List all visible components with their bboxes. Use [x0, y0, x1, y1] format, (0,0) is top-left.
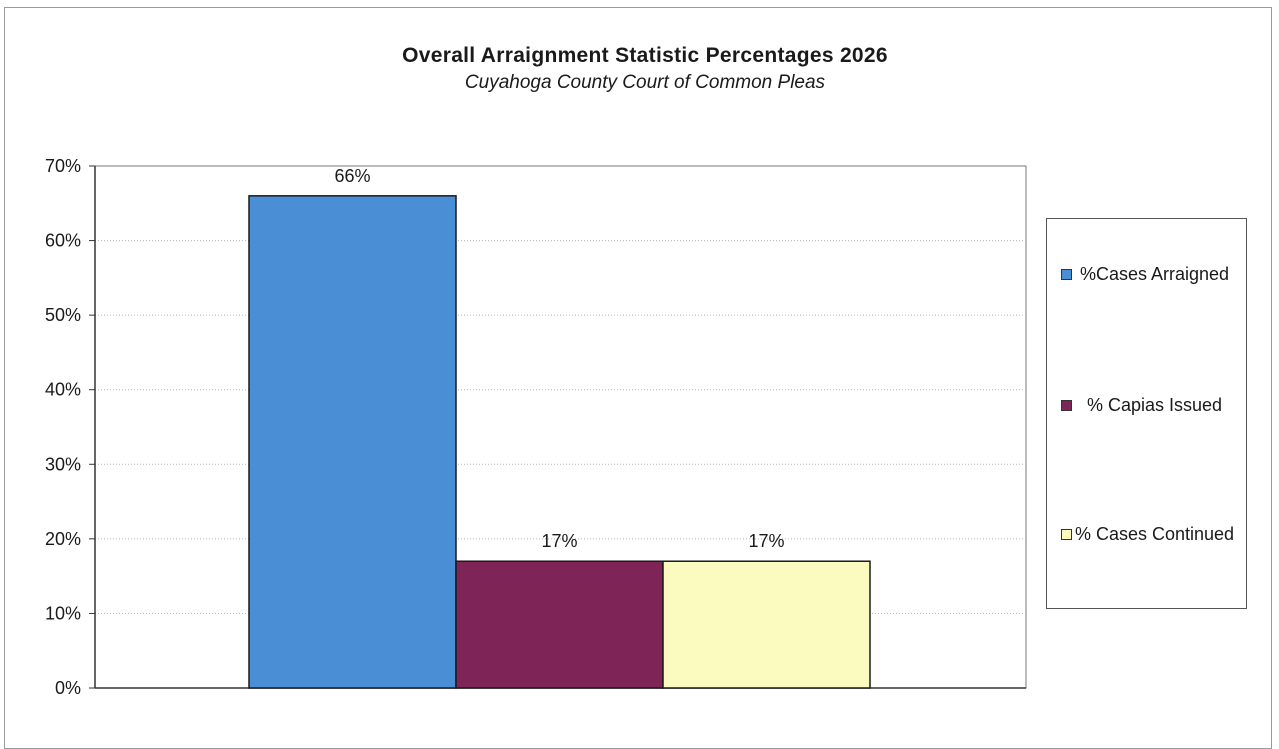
chart-title: Overall Arraignment Statistic Percentage… [402, 44, 888, 67]
legend-swatch-2 [1061, 400, 1072, 411]
legend-swatch-1 [1061, 269, 1072, 280]
bar-1 [248, 195, 457, 689]
y-tick-label: 30% [45, 454, 81, 474]
chart-legend: %Cases Arraigned % Capias Issued % Cases C… [1046, 218, 1247, 609]
chart-subtitle: Cuyahoga County Court of Common Pleas [464, 72, 826, 93]
y-tick-label: 70% [45, 156, 81, 176]
y-tick-label: 50% [45, 305, 81, 325]
legend-item-2: % Capias Issued [1061, 394, 1237, 416]
y-tick-label: 60% [45, 231, 81, 251]
y-tick-label: 0% [55, 678, 81, 698]
legend-item-3: % Cases Continued [1061, 523, 1237, 545]
legend-item-1: %Cases Arraigned [1061, 263, 1237, 285]
legend-label-2: % Capias Issued [1086, 395, 1223, 415]
bar-2 [455, 560, 664, 689]
legend-label-1: %Cases Arraigned [1079, 264, 1230, 284]
bar-chart: 0% 10% 20% 30% 40% 50% 60% 70% 66% 17% 17% [45, 156, 1027, 698]
y-tick-label: 20% [45, 529, 81, 549]
data-label-3: 17% [748, 531, 784, 551]
legend-swatch-3 [1061, 529, 1072, 540]
data-label-2: 17% [541, 531, 577, 551]
bar-3 [662, 560, 871, 689]
legend-label-3: % Cases Continued [1074, 524, 1235, 544]
data-label-1: 66% [334, 166, 370, 186]
y-tick-label: 40% [45, 380, 81, 400]
y-tick-label: 10% [45, 603, 81, 623]
